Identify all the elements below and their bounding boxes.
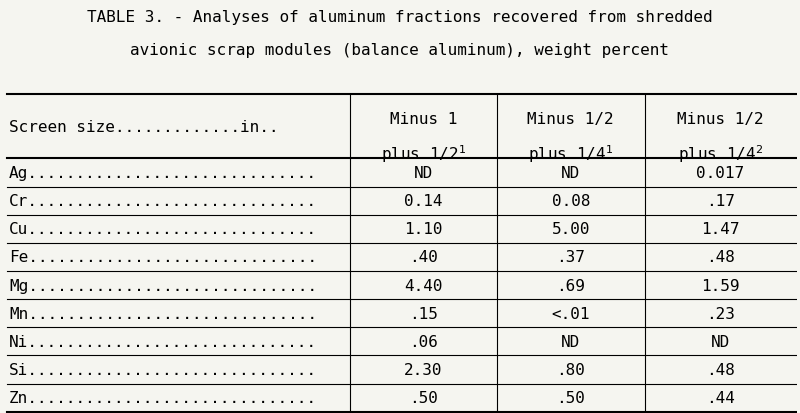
Text: Minus 1: Minus 1 bbox=[390, 112, 457, 126]
Text: Minus 1/2: Minus 1/2 bbox=[527, 112, 614, 126]
Text: ND: ND bbox=[561, 334, 581, 349]
Text: Cr..............................: Cr.............................. bbox=[9, 194, 317, 209]
Text: plus 1/4$^{2}$: plus 1/4$^{2}$ bbox=[678, 142, 762, 164]
Text: 1.47: 1.47 bbox=[701, 222, 739, 237]
Text: .44: .44 bbox=[706, 390, 734, 405]
Text: .17: .17 bbox=[706, 194, 734, 209]
Text: Ni..............................: Ni.............................. bbox=[9, 334, 317, 349]
Text: .48: .48 bbox=[706, 250, 734, 265]
Text: .37: .37 bbox=[556, 250, 586, 265]
Text: 1.10: 1.10 bbox=[404, 222, 442, 237]
Text: Mn..............................: Mn.............................. bbox=[9, 306, 317, 321]
Text: Minus 1/2: Minus 1/2 bbox=[677, 112, 763, 126]
Text: Cu..............................: Cu.............................. bbox=[9, 222, 317, 237]
Text: .50: .50 bbox=[556, 390, 586, 405]
Text: .40: .40 bbox=[409, 250, 438, 265]
Text: plus 1/2$^{1}$: plus 1/2$^{1}$ bbox=[381, 142, 466, 164]
Text: 0.14: 0.14 bbox=[404, 194, 442, 209]
Text: avionic scrap modules (balance aluminum), weight percent: avionic scrap modules (balance aluminum)… bbox=[130, 43, 670, 58]
Text: ND: ND bbox=[710, 334, 730, 349]
Text: Si..............................: Si.............................. bbox=[9, 362, 317, 377]
Text: Fe..............................: Fe.............................. bbox=[9, 250, 317, 265]
Text: plus 1/4$^{1}$: plus 1/4$^{1}$ bbox=[528, 142, 614, 164]
Text: .48: .48 bbox=[706, 362, 734, 377]
Text: ND: ND bbox=[414, 166, 433, 180]
Text: 2.30: 2.30 bbox=[404, 362, 442, 377]
Text: Screen size.............in..: Screen size.............in.. bbox=[9, 119, 278, 135]
Text: TABLE 3. - Analyses of aluminum fractions recovered from shredded: TABLE 3. - Analyses of aluminum fraction… bbox=[87, 10, 713, 25]
Text: 5.00: 5.00 bbox=[551, 222, 590, 237]
Text: 0.017: 0.017 bbox=[696, 166, 744, 180]
Text: .80: .80 bbox=[556, 362, 586, 377]
Text: 0.08: 0.08 bbox=[551, 194, 590, 209]
Text: Zn..............................: Zn.............................. bbox=[9, 390, 317, 405]
Text: Ag..............................: Ag.............................. bbox=[9, 166, 317, 180]
Text: 4.40: 4.40 bbox=[404, 278, 442, 293]
Text: .23: .23 bbox=[706, 306, 734, 321]
Text: .06: .06 bbox=[409, 334, 438, 349]
Text: .69: .69 bbox=[556, 278, 586, 293]
Text: .15: .15 bbox=[409, 306, 438, 321]
Text: 1.59: 1.59 bbox=[701, 278, 739, 293]
Text: <.01: <.01 bbox=[551, 306, 590, 321]
Text: Mg..............................: Mg.............................. bbox=[9, 278, 317, 293]
Text: .50: .50 bbox=[409, 390, 438, 405]
Text: ND: ND bbox=[561, 166, 581, 180]
